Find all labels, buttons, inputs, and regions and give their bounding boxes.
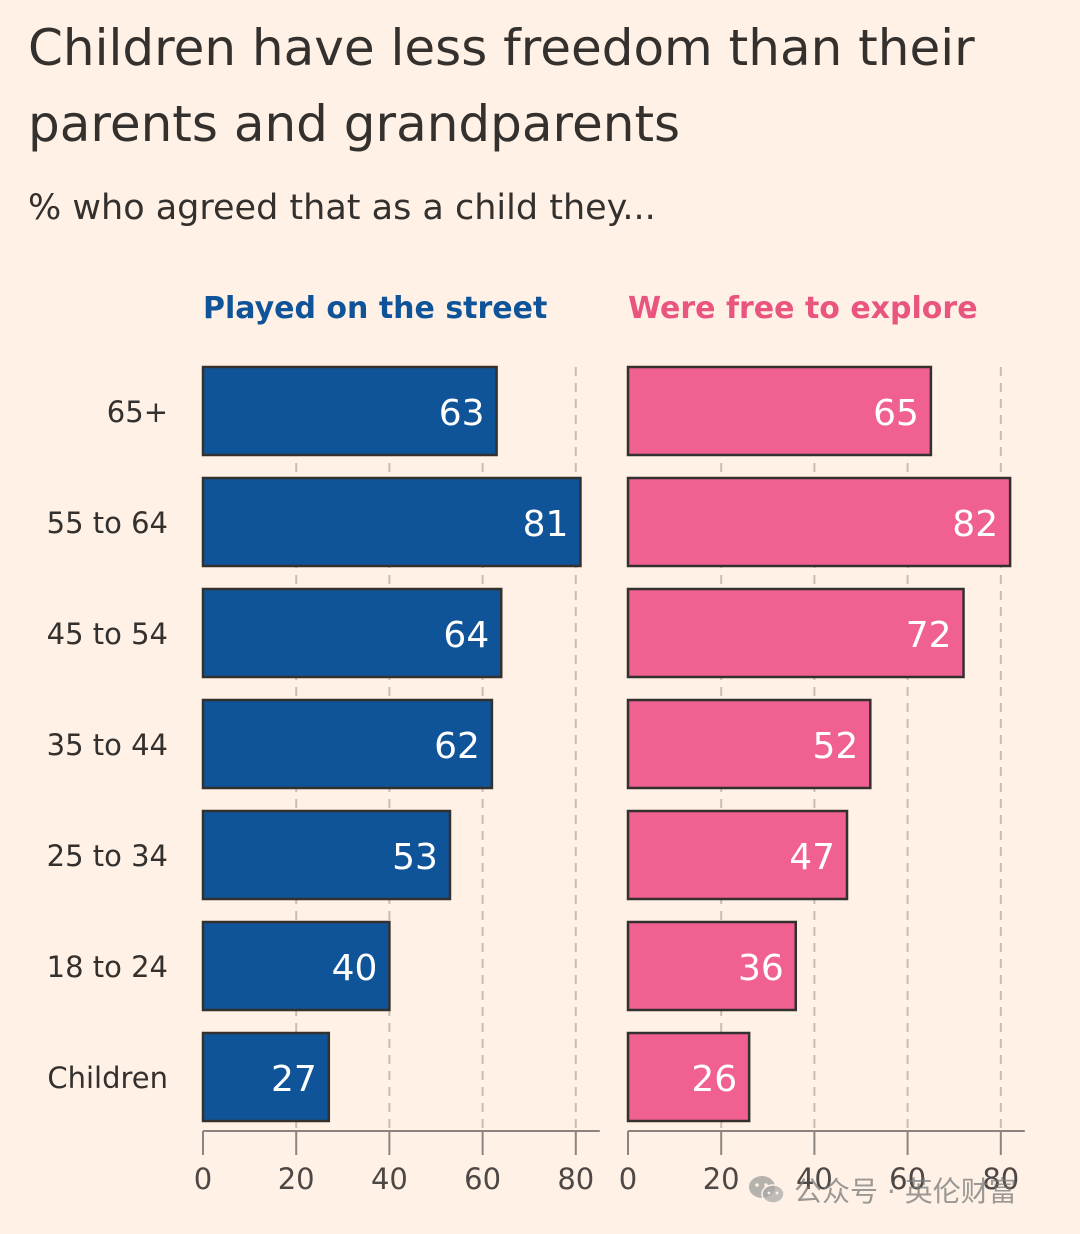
category-label: 18 to 24 (47, 950, 168, 984)
data-label: 27 (271, 1059, 317, 1100)
tick-label: 60 (889, 1162, 926, 1196)
category-label: 25 to 34 (47, 839, 168, 873)
data-label: 26 (691, 1059, 737, 1100)
bar (626, 365, 933, 457)
tick-label: 40 (371, 1162, 408, 1196)
tick-label: 60 (464, 1162, 501, 1196)
tick-label: 40 (796, 1162, 833, 1196)
tick-label: 20 (703, 1162, 740, 1196)
data-label: 82 (952, 504, 998, 545)
bar (626, 809, 849, 901)
tick-label: 0 (619, 1162, 637, 1196)
bar (201, 1031, 331, 1123)
bar (201, 365, 498, 457)
bar (626, 587, 965, 679)
data-label: 64 (443, 615, 489, 656)
category-label: 35 to 44 (47, 728, 168, 762)
bar (201, 698, 494, 790)
data-label: 40 (332, 948, 378, 989)
bar (626, 698, 872, 790)
wechat-icon (748, 1174, 786, 1206)
data-label: 65 (873, 393, 919, 434)
category-label: 45 to 54 (47, 617, 168, 651)
data-label: 63 (439, 393, 485, 434)
panel-title: Played on the street (203, 291, 547, 326)
bar (626, 920, 798, 1012)
category-label: 65+ (107, 395, 168, 429)
bar (201, 809, 452, 901)
watermark-text: 公众号 · 英伦财富 (794, 1175, 1017, 1208)
bar (626, 476, 1012, 568)
data-label: 53 (392, 837, 438, 878)
tick-label: 0 (194, 1162, 212, 1196)
data-label: 47 (789, 837, 835, 878)
data-label: 72 (906, 615, 952, 656)
data-label: 36 (738, 948, 784, 989)
data-label: 81 (523, 504, 569, 545)
panel-title: Were free to explore (628, 291, 978, 326)
chart-subtitle: % who agreed that as a child they... (28, 188, 656, 228)
chart-title: Children have less freedom than their pa… (28, 19, 975, 153)
bar (201, 920, 391, 1012)
data-label: 52 (813, 726, 859, 767)
category-label: Children (47, 1061, 168, 1095)
tick-label: 80 (982, 1162, 1019, 1196)
bar (626, 1031, 751, 1123)
category-label: 55 to 64 (47, 506, 168, 540)
watermark: 公众号 · 英伦财富 (748, 1170, 1017, 1210)
tick-label: 20 (278, 1162, 315, 1196)
bar (201, 476, 582, 568)
bar (201, 587, 503, 679)
tick-label: 80 (557, 1162, 594, 1196)
data-label: 62 (434, 726, 480, 767)
